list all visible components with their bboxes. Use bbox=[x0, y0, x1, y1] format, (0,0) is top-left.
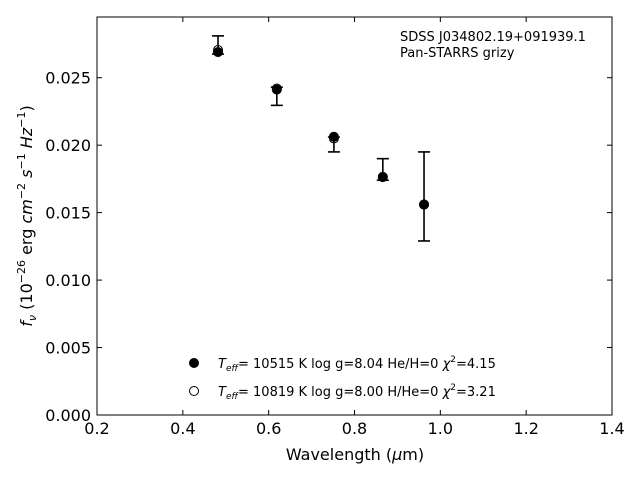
source-annotation-line-1: SDSS J034802.19+091939.1 bbox=[400, 30, 586, 45]
y-tick-label: 0.005 bbox=[45, 339, 91, 358]
model-point-open bbox=[377, 171, 388, 182]
error-bars bbox=[212, 35, 431, 242]
x-tick-label: 1.4 bbox=[599, 419, 624, 438]
data-points bbox=[213, 45, 430, 210]
x-tick-label: 0.6 bbox=[256, 419, 281, 438]
legend-marker-filled bbox=[189, 358, 199, 368]
x-tick-label: 1.2 bbox=[513, 419, 538, 438]
y-axis-label: fν (10−26 erg cm−2 s−1 Hz−1) bbox=[15, 105, 39, 326]
model-point-open bbox=[328, 133, 339, 144]
x-axis-ticks: 0.2 0.4 0.6 0.8 1.0 1.2 1.4 bbox=[84, 17, 625, 438]
legend-label-he: Teff= 10515 K log g=8.04 He/H=0 χ2=4.15 bbox=[218, 355, 496, 374]
model-point-open bbox=[213, 45, 224, 56]
x-tick-label: 0.8 bbox=[342, 419, 367, 438]
y-tick-label: 0.010 bbox=[45, 271, 91, 290]
y-tick-label: 0.020 bbox=[45, 136, 91, 155]
model-point-open bbox=[271, 83, 282, 94]
y-tick-label: 0.015 bbox=[45, 204, 91, 223]
x-axis-label: Wavelength (μm) bbox=[286, 445, 424, 464]
y-tick-label: 0.025 bbox=[45, 69, 91, 88]
legend-label-h: Teff= 10819 K log g=8.00 H/He=0 χ2=3.21 bbox=[218, 383, 496, 402]
x-tick-label: 1.0 bbox=[428, 419, 453, 438]
legend: Teff= 10515 K log g=8.04 He/H=0 χ2=4.15 … bbox=[189, 355, 496, 402]
x-tick-label: 0.2 bbox=[84, 419, 109, 438]
source-annotation-line-2: Pan-STARRS grizy bbox=[400, 46, 515, 61]
plot-frame bbox=[96, 16, 613, 416]
legend-marker-open bbox=[189, 386, 199, 396]
x-tick-label: 0.4 bbox=[170, 419, 195, 438]
model-point-open bbox=[419, 199, 430, 210]
y-tick-label: 0.000 bbox=[45, 406, 91, 425]
y-axis-ticks: 0.000 0.005 0.010 0.015 0.020 0.025 bbox=[45, 69, 612, 425]
